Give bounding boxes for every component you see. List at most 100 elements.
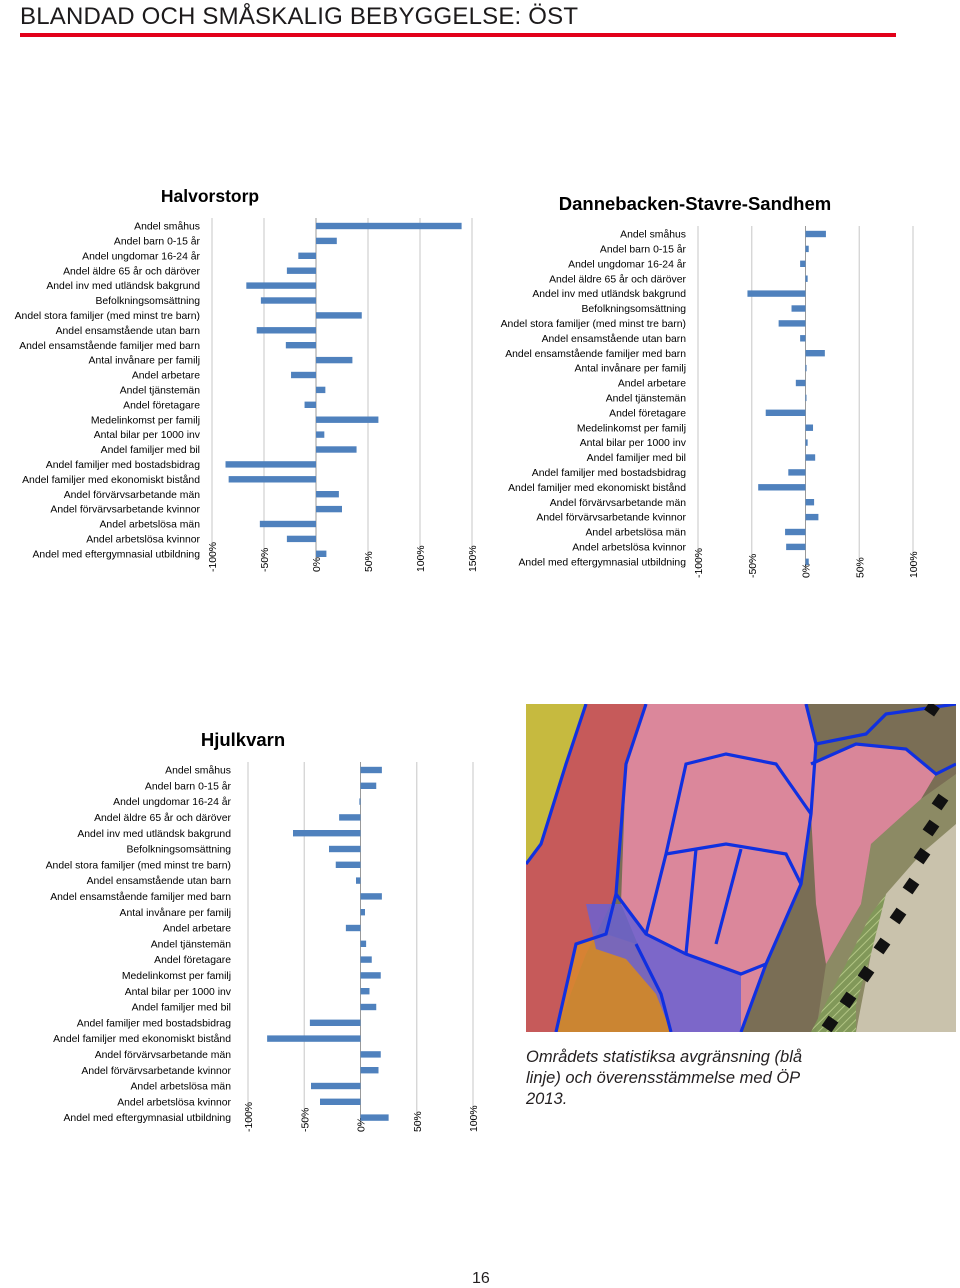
category-label: Andel stora familjer (med minst tre barn… [501, 319, 686, 330]
map-hatched-green [811, 894, 886, 1032]
bar [805, 439, 808, 446]
category-label: Andel förvärvsarbetande kvinnor [81, 1066, 231, 1077]
map-purple-area [586, 904, 741, 1032]
bar [316, 416, 379, 423]
category-label: Andel arbetare [132, 371, 200, 382]
bar [316, 550, 327, 557]
category-label: Andel småhus [165, 765, 231, 777]
bar [291, 371, 316, 379]
category-label: Befolkningsomsättning [95, 296, 200, 307]
bar [805, 499, 815, 506]
category-label: Andel ensamstående utan barn [87, 875, 232, 887]
bar [805, 230, 826, 238]
bar [316, 356, 353, 364]
bar [360, 766, 382, 774]
tick-label: 100% [416, 545, 427, 572]
category-label: Andel inv med utländsk bakgrund [46, 281, 200, 292]
category-label: Andel tjänstemän [151, 939, 232, 950]
category-label: Andel tjänstemän [120, 386, 201, 397]
bar [805, 350, 825, 357]
bar [805, 558, 809, 565]
chart-svg: Hjulkvarn -100% -50% 0% 50% 100% Andel småhus A… [46, 729, 480, 1132]
tick-label: 0% [357, 1117, 368, 1132]
category-label: Andel arbetare [618, 379, 686, 390]
tick-label: 0% [312, 557, 323, 572]
chart-halvorstorp: Halvorstorp -100% -50% 0% 50% 100% 150% Andel s… [0, 180, 500, 610]
bar [304, 401, 316, 408]
bar [778, 320, 806, 327]
bar [360, 1114, 389, 1121]
category-label: Andel arbetslösa kvinnor [572, 543, 686, 554]
bar [795, 379, 806, 387]
category-label: Andel med eftergymnasial utbildning [32, 549, 200, 560]
category-label: Medelinkomst per familj [577, 423, 686, 434]
bar [225, 461, 316, 468]
bar [791, 305, 806, 312]
category-label: Andel ensamstående utan barn [56, 325, 201, 337]
category-label: Andel arbetslösa män [99, 520, 200, 531]
bar [260, 297, 316, 304]
bar [316, 431, 325, 438]
category-label: Andel förvärvsarbetande kvinnor [536, 513, 686, 524]
bar [335, 861, 361, 868]
tick-label: 100% [909, 551, 920, 578]
bar [805, 454, 816, 461]
bar [747, 290, 806, 297]
tick-label: -50% [260, 548, 271, 572]
bar [359, 798, 361, 805]
category-label: Andel arbetslösa kvinnor [117, 1097, 231, 1108]
bar [329, 845, 361, 853]
chart-title: Dannebacken-Stavre-Sandhem [559, 193, 831, 214]
category-label: Andel arbetslösa män [585, 528, 686, 539]
bar [805, 394, 807, 402]
header-rule [20, 33, 896, 37]
bar [360, 1051, 381, 1058]
bar [259, 520, 316, 528]
chart-title: Halvorstorp [161, 186, 259, 206]
bar [293, 830, 361, 837]
tick-label: 150% [468, 545, 479, 572]
bar [360, 972, 381, 979]
bar [316, 222, 462, 230]
category-label: Andel familjer med ekonomiskt bistånd [22, 474, 200, 486]
chart-title: Hjulkvarn [201, 729, 285, 750]
category-label: Andel inv med utländsk bakgrund [77, 829, 231, 840]
bar [246, 282, 316, 289]
map-red-area [526, 704, 646, 1032]
map-caption: Områdets statistiksa avgränsning (blå li… [526, 1048, 803, 1108]
bar [360, 909, 365, 916]
bar [316, 491, 339, 498]
bar [765, 409, 806, 416]
category-label: Andel barn 0-15 år [145, 780, 232, 792]
chart-hjulkvarn: Hjulkvarn -100% -50% 0% 50% 100% Andel småhus A… [20, 722, 490, 1172]
category-label: Andel ensamstående utan barn [542, 333, 687, 345]
bar [316, 237, 337, 245]
category-label: Andel familjer med bostadsbidrag [532, 468, 686, 479]
category-label: Andel småhus [134, 221, 200, 233]
bar [360, 940, 367, 947]
category-label: Andel familjer med bostadsbidrag [77, 1018, 231, 1029]
bar [758, 484, 806, 491]
category-label: Andel ensamstående familjer med barn [505, 348, 686, 360]
category-label: Andel äldre 65 år och däröver [63, 265, 200, 277]
bar [800, 260, 806, 267]
bar [286, 535, 316, 543]
bar [786, 543, 806, 551]
category-label: Andel familjer med bil [132, 1003, 231, 1014]
category-label: Befolkningsomsättning [581, 304, 686, 315]
category-label: Andel förvärvsarbetande män [64, 490, 201, 501]
category-label: Andel familjer med ekonomiskt bistånd [53, 1033, 231, 1045]
bar [316, 505, 342, 513]
category-label: Andel förvärvsarbetande män [95, 1050, 232, 1061]
category-label: Andel företagare [154, 955, 231, 966]
category-label: Andel familjer med bil [101, 445, 200, 456]
map-dashed-border [821, 704, 949, 1032]
category-label: Andel med eftergymnasial utbildning [63, 1113, 231, 1124]
chart-svg: Dannebacken-Stavre-Sandhem -100% -50% 0% 50%… [501, 193, 920, 578]
bar [360, 893, 382, 900]
bar [805, 364, 807, 372]
tick-label: 50% [364, 551, 375, 572]
map-shore [856, 824, 956, 1032]
bar [356, 877, 361, 884]
tick-label: -50% [300, 1108, 311, 1132]
